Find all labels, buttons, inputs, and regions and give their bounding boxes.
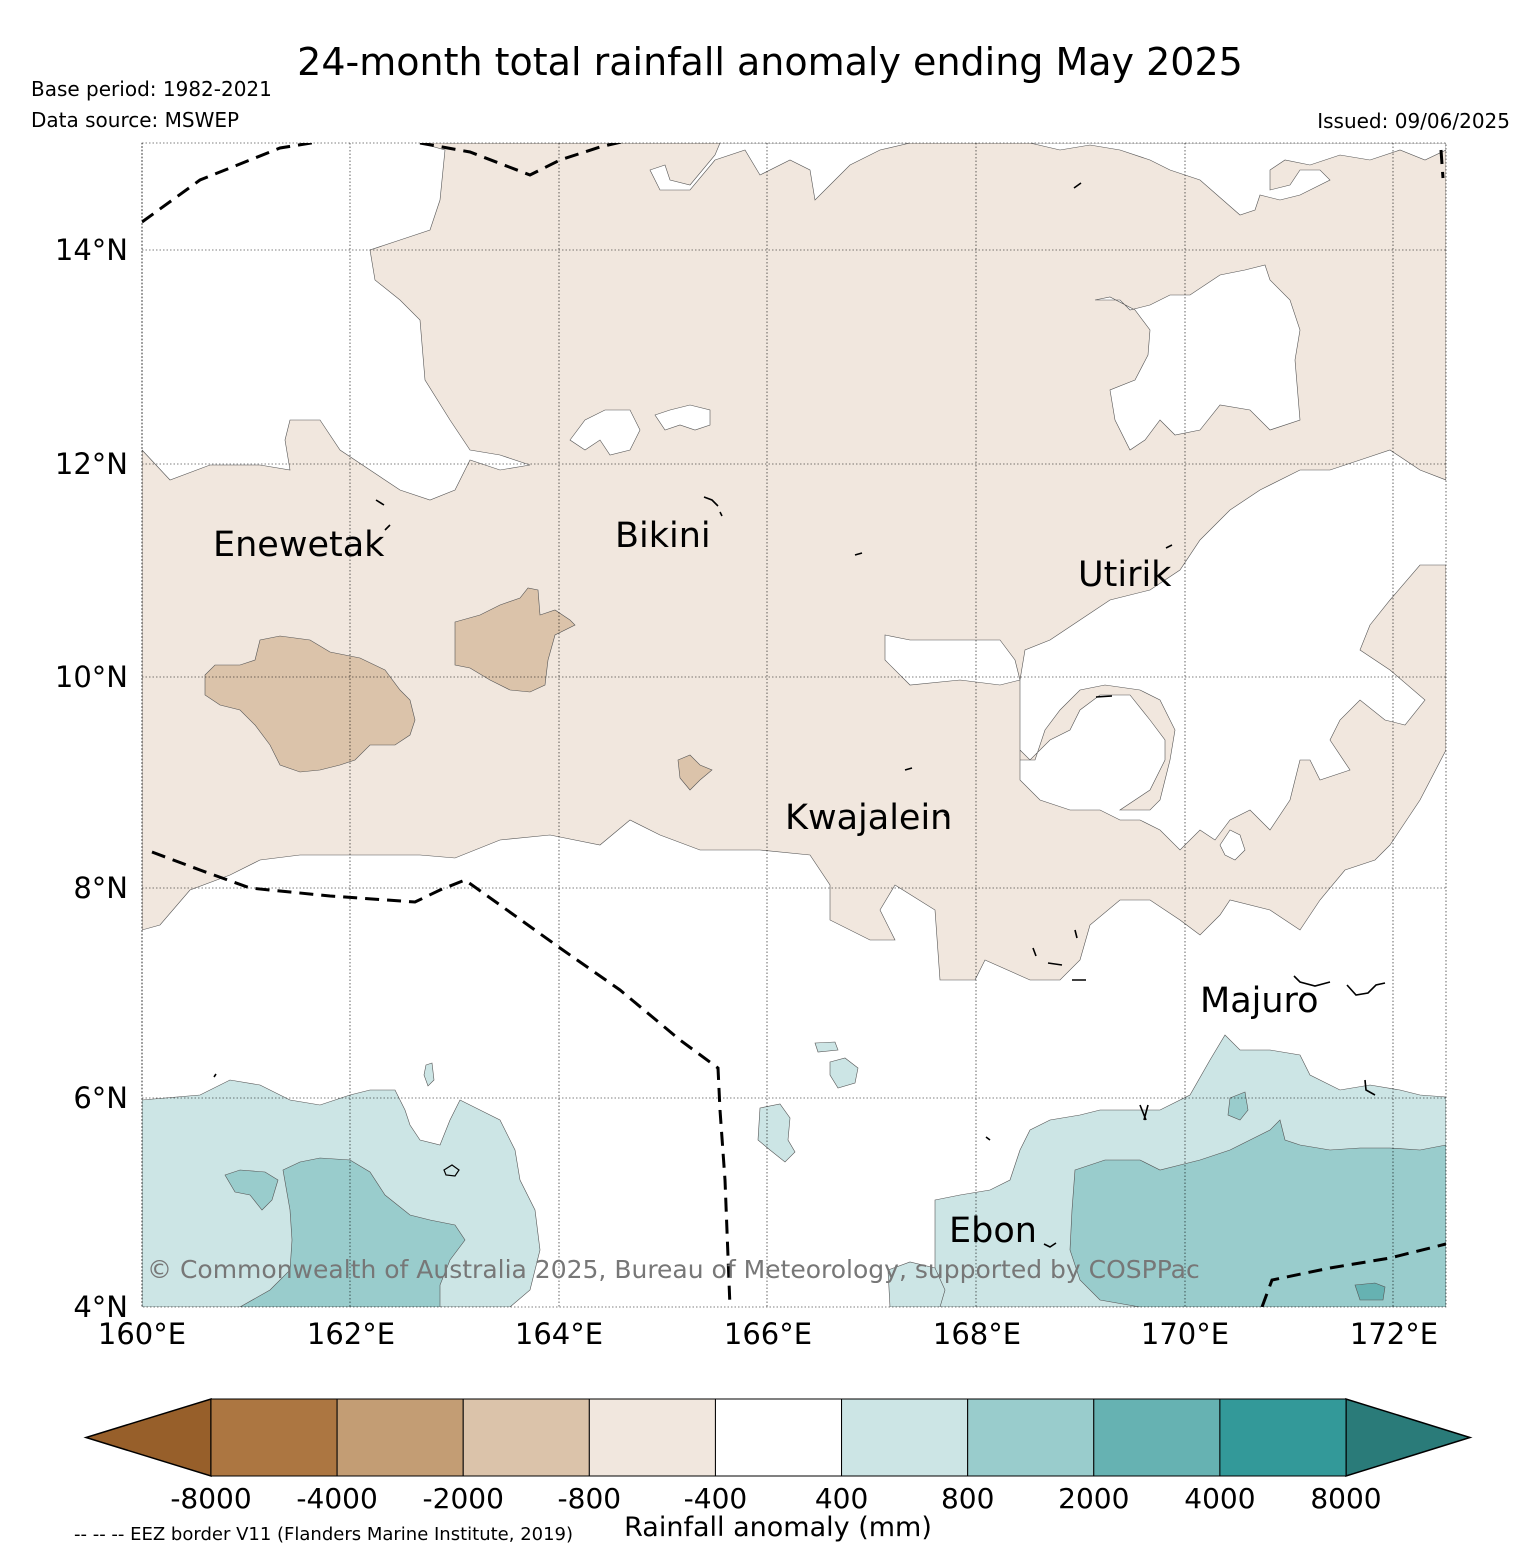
place-label-ebon: Ebon — [949, 1211, 1037, 1251]
lat-tick-10n: 10°N — [55, 660, 128, 694]
colorbar-segment — [462, 1398, 590, 1477]
lon-tick-166e: 166°E — [724, 1317, 812, 1351]
place-label-kwajalein: Kwajalein — [785, 798, 952, 838]
map-title: 24-month total rainfall anomaly ending M… — [297, 40, 1243, 84]
lat-tick-6n: 6°N — [73, 1081, 128, 1115]
colorbar-title: Rainfall anomaly (mm) — [624, 1512, 932, 1543]
wet-region-medium-majuro — [1227, 1091, 1249, 1121]
colorbar-tick-label: 4000 — [1184, 1482, 1255, 1515]
colorbar-segment — [841, 1398, 969, 1477]
wet-region-light-island-4 — [423, 1062, 435, 1087]
colorbar-tick-label: -2000 — [423, 1482, 504, 1515]
lon-tick-160e: 160°E — [98, 1317, 186, 1351]
near-normal-small-1 — [569, 409, 641, 456]
colorbar-tick-label: 800 — [941, 1482, 994, 1515]
lat-tick-4n: 4°N — [73, 1290, 128, 1324]
near-normal-small-2 — [654, 404, 711, 431]
wet-region-medium-small-west — [224, 1169, 279, 1211]
lon-tick-164e: 164°E — [515, 1317, 603, 1351]
colorbar-extend-high — [1345, 1397, 1473, 1478]
near-normal-small-3 — [1219, 829, 1246, 861]
data-source-label: Data source: MSWEP — [31, 108, 240, 132]
lon-tick-172e: 172°E — [1350, 1317, 1438, 1351]
colorbar-segment — [1093, 1398, 1221, 1477]
issued-date-label: Issued: 09/06/2025 — [1317, 109, 1510, 133]
near-normal-north-east — [1094, 264, 1301, 451]
colorbar-segment — [588, 1398, 716, 1477]
lat-tick-12n: 12°N — [55, 447, 128, 481]
lon-tick-labels: 160°E 162°E 164°E 166°E 168°E 170°E 172°… — [98, 1317, 1438, 1351]
dry-region-medium-bikini — [454, 587, 576, 693]
eez-footnote: -- -- -- EEZ border V11 (Flanders Marine… — [74, 1524, 574, 1545]
colorbar-tick-label: 8000 — [1310, 1482, 1381, 1515]
place-labels: Enewetak Bikini Utirik Kwajalein Majuro … — [213, 516, 1319, 1251]
dry-region-light — [142, 143, 1446, 981]
wet-region-light-island-2 — [757, 1103, 796, 1163]
colorbar-tick-label: -400 — [684, 1482, 748, 1515]
place-label-majuro: Majuro — [1200, 981, 1319, 1021]
lat-tick-labels: 14°N 12°N 10°N 8°N 6°N 4°N — [55, 233, 128, 1324]
colorbar-extend-low — [83, 1397, 212, 1478]
colorbar: -8000 -4000 -2000 -800 -400 400 800 2000 4000 800… — [83, 1397, 1473, 1515]
colorbar-segment — [210, 1398, 338, 1477]
dry-region-medium-small — [677, 754, 713, 791]
place-label-utirik: Utirik — [1078, 555, 1172, 595]
place-label-enewetak: Enewetak — [213, 525, 385, 565]
dry-region-medium-west — [204, 635, 416, 773]
colorbar-tick-label: 400 — [815, 1482, 868, 1515]
wet-region-medium-east — [1069, 1119, 1446, 1307]
map-frame — [141, 142, 1447, 1308]
wet-region-light-island-1 — [829, 1057, 859, 1089]
near-normal-north — [445, 143, 1446, 216]
colorbar-tick-label: 2000 — [1058, 1482, 1129, 1515]
colorbar-tick-label: -4000 — [296, 1482, 377, 1515]
wet-region-dark-east — [1354, 1282, 1386, 1301]
lon-tick-168e: 168°E — [933, 1317, 1021, 1351]
anomaly-shading — [142, 143, 1446, 1307]
colorbar-segment — [336, 1398, 464, 1477]
lon-tick-162e: 162°E — [307, 1317, 395, 1351]
copyright-watermark: © Commonwealth of Australia 2025, Bureau… — [147, 1255, 1200, 1284]
eez-borders — [142, 143, 1446, 1307]
wet-region-medium-west — [239, 1157, 466, 1307]
lat-tick-14n: 14°N — [55, 233, 128, 267]
colorbar-segment — [714, 1398, 843, 1477]
colorbar-tick-label: -800 — [558, 1482, 622, 1515]
island-outline — [443, 1164, 460, 1177]
colorbar-segment — [967, 1398, 1095, 1477]
base-period-label: Base period: 1982-2021 — [31, 77, 272, 101]
place-label-bikini: Bikini — [615, 516, 711, 556]
gridlines — [141, 143, 1446, 1307]
colorbar-segment — [1219, 1398, 1347, 1477]
wet-region-light-island-5 — [887, 1261, 946, 1307]
wet-region-light-island-3 — [814, 1041, 839, 1053]
lon-tick-170e: 170°E — [1141, 1317, 1229, 1351]
colorbar-tick-label: -8000 — [170, 1482, 251, 1515]
atoll-marks — [213, 182, 1386, 1248]
lat-tick-8n: 8°N — [73, 871, 128, 905]
